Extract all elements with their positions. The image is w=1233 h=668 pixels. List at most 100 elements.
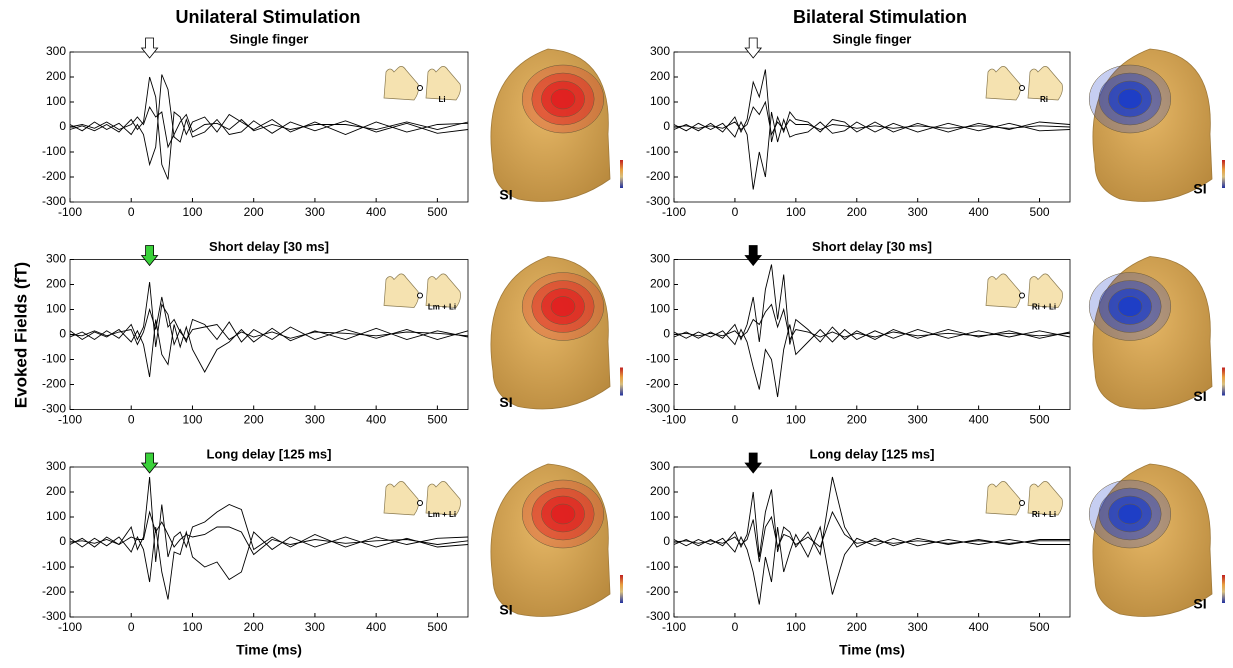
x-tick-label: 0 [128,413,135,427]
x-tick-label: 300 [908,620,928,634]
y-tick-label: -200 [646,169,670,183]
panel-title: Single finger [833,31,912,46]
field-contour [551,504,575,524]
x-tick-label: 100 [786,413,806,427]
x-tick-label: 500 [1030,205,1050,219]
stimulus-label: Ri + Li [1032,510,1056,519]
x-tick-label: 200 [244,205,264,219]
stim-dot [1020,293,1025,298]
y-tick-label: -100 [646,352,670,366]
x-tick-label: 300 [305,413,325,427]
y-tick-label: 200 [46,69,66,83]
head-label: SI [1193,596,1206,612]
field-contour [1118,504,1142,524]
x-tick-label: 300 [305,205,325,219]
head-label: SI [499,394,512,410]
field-contour [551,297,575,317]
y-tick-label: 300 [650,252,670,266]
y-tick-label: -100 [42,144,66,158]
y-tick-label: 0 [59,327,66,341]
panel-title: Long delay [125 ms] [207,446,332,461]
y-tick-label: -100 [646,144,670,158]
y-tick-label: 0 [663,534,670,548]
stimulus-label: Lm + Li [428,510,456,519]
x-tick-label: 0 [128,205,135,219]
head-label: SI [499,602,512,618]
x-tick-label: 500 [1030,620,1050,634]
x-tick-label: 400 [366,205,386,219]
x-tick-label: 500 [427,413,447,427]
x-tick-label: 500 [427,620,447,634]
x-tick-label: 100 [182,205,202,219]
y-tick-label: 200 [46,484,66,498]
y-tick-label: -200 [42,377,66,391]
panel-title: Short delay [30 ms] [209,239,329,254]
x-tick-label: 500 [1030,413,1050,427]
stim-dot [418,501,423,506]
y-tick-label: -100 [646,559,670,573]
x-tick-label: 200 [847,205,867,219]
stim-dot [418,86,423,91]
x-tick-label: -100 [58,413,82,427]
trace [674,527,1070,605]
stimulus-label: Ri + Li [1032,303,1056,312]
y-tick-label: -100 [42,352,66,366]
head-label: SI [499,187,512,203]
stimulus-arrow [745,38,761,58]
x-axis-label: Time (ms) [236,642,302,658]
x-tick-label: 100 [786,205,806,219]
y-tick-label: 0 [59,534,66,548]
field-contour [1118,89,1142,109]
field-contour [551,89,575,109]
color-bar [620,368,623,396]
x-tick-label: 0 [732,413,739,427]
head-label: SI [1193,388,1206,404]
stimulus-arrow [745,453,761,473]
y-tick-label: 100 [650,302,670,316]
x-tick-label: 100 [182,413,202,427]
x-tick-label: -100 [58,620,82,634]
figure: Unilateral Stimulation Bilateral Stimula… [0,0,1233,663]
color-bar [1222,575,1225,603]
y-tick-label: 300 [650,459,670,473]
color-bar [620,575,623,603]
panel-title: Long delay [125 ms] [810,446,935,461]
column-title: Bilateral Stimulation [793,7,967,27]
x-tick-label: 400 [969,413,989,427]
y-axis-label: Evoked Fields (fT) [11,262,30,408]
y-tick-label: 0 [663,119,670,133]
x-tick-label: -100 [662,413,686,427]
x-tick-label: 200 [244,413,264,427]
x-tick-label: -100 [662,205,686,219]
stimulus-arrow [142,38,158,58]
x-axis-label: Time (ms) [839,642,905,658]
x-tick-label: 400 [366,620,386,634]
y-tick-label: 200 [46,277,66,291]
stimulus-label: Li [438,95,445,104]
y-tick-label: -200 [42,584,66,598]
x-tick-label: 400 [969,205,989,219]
y-tick-label: 300 [46,44,66,58]
x-tick-label: 100 [786,620,806,634]
y-tick-label: 100 [650,509,670,523]
x-tick-label: 400 [969,620,989,634]
x-tick-label: -100 [58,205,82,219]
panel-title: Short delay [30 ms] [812,239,932,254]
y-tick-label: -200 [646,377,670,391]
x-tick-label: 0 [732,205,739,219]
y-tick-label: 300 [46,252,66,266]
x-tick-label: 300 [908,205,928,219]
y-tick-label: 0 [663,327,670,341]
column-title: Unilateral Stimulation [175,7,360,27]
trace [674,512,1070,562]
y-tick-label: -200 [646,584,670,598]
x-tick-label: 0 [128,620,135,634]
stimulus-label: Lm + Li [428,303,456,312]
stimulus-arrow [142,453,158,473]
x-tick-label: 200 [847,620,867,634]
y-tick-label: 100 [46,302,66,316]
y-tick-label: 300 [46,459,66,473]
x-tick-label: 300 [908,413,928,427]
x-tick-label: -100 [662,620,686,634]
stimulus-arrow [745,246,761,266]
